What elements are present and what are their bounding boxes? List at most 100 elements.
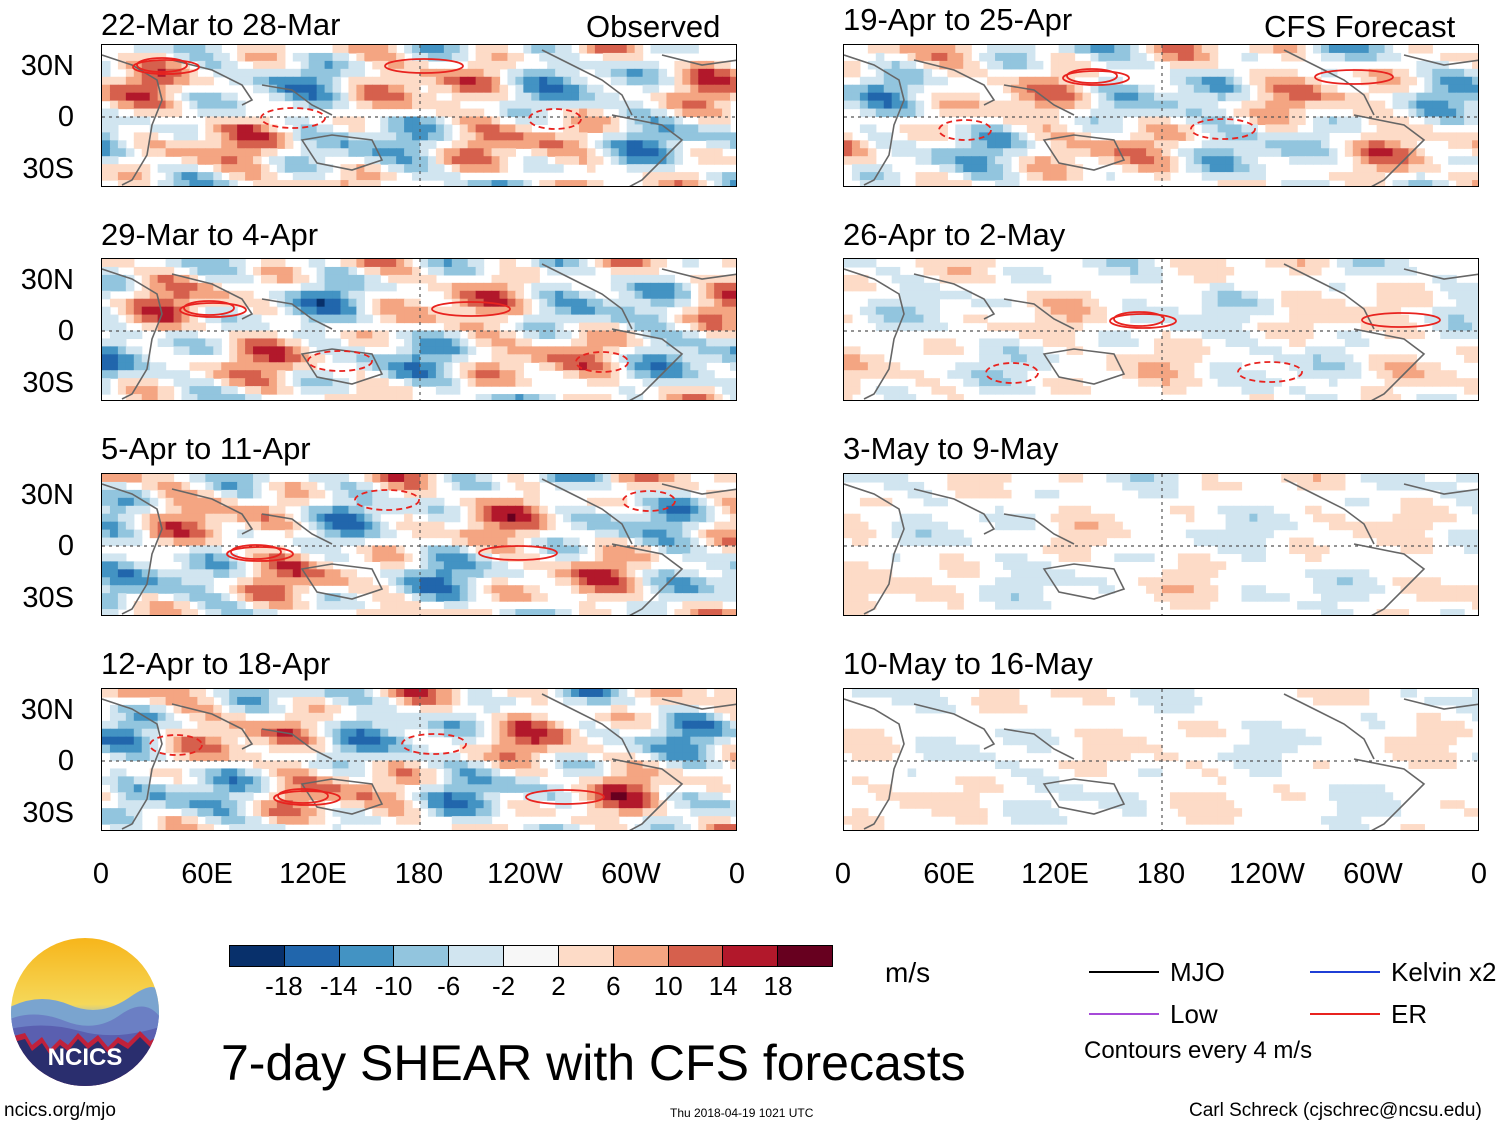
shear-cell <box>586 744 596 754</box>
shear-cell <box>475 776 485 785</box>
shear-cell <box>706 84 715 94</box>
shear-cell <box>205 712 214 722</box>
shear-cell <box>658 696 668 706</box>
shear-cell <box>634 306 644 316</box>
shear-cell <box>467 577 477 586</box>
shear-cell <box>364 180 373 186</box>
shear-cell <box>324 784 334 793</box>
shear-cell <box>1440 68 1449 78</box>
shear-cell <box>205 553 214 562</box>
shear-cell <box>324 306 334 316</box>
shear-cell <box>356 45 365 54</box>
shear-cell <box>579 338 588 347</box>
shear-cell <box>698 100 707 110</box>
shear-cell <box>149 298 159 308</box>
shear-cell <box>348 752 357 762</box>
shear-cell <box>610 266 620 276</box>
shear-cell <box>563 609 572 615</box>
shear-cell <box>109 784 119 793</box>
shear-cell <box>324 760 334 770</box>
shear-cell <box>523 132 532 141</box>
shear-cell <box>547 282 556 292</box>
shear-cell <box>594 116 604 126</box>
shear-cell <box>125 712 135 722</box>
shear-cell <box>475 521 485 531</box>
shear-cell <box>531 274 540 284</box>
shear-cell <box>380 521 389 531</box>
shear-cell <box>658 354 668 363</box>
shear-cell <box>690 752 699 762</box>
shear-cell <box>261 338 270 347</box>
shear-cell <box>499 370 509 379</box>
shear-cell <box>197 282 206 292</box>
shear-cell <box>316 816 326 825</box>
shear-cell <box>133 537 143 547</box>
shear-cell <box>205 362 214 371</box>
er-contour <box>277 788 329 804</box>
shear-cell <box>706 140 715 149</box>
shear-cell <box>915 84 925 94</box>
shear-cell <box>467 689 477 698</box>
shear-cell <box>451 776 461 785</box>
shear-cell <box>420 577 429 586</box>
map-panel-observed-2 <box>101 258 737 401</box>
shear-cell <box>1456 100 1465 110</box>
shear-cell <box>308 537 318 547</box>
shear-cell <box>109 816 119 825</box>
shear-cell <box>650 60 660 70</box>
shear-cell <box>523 164 532 173</box>
shear-cell <box>149 689 159 698</box>
shear-cell <box>658 386 668 395</box>
shear-cell <box>443 712 453 722</box>
shear-cell <box>300 704 310 714</box>
shear-cell <box>730 362 736 371</box>
shear-cell <box>404 274 413 284</box>
shear-cell <box>1042 100 1052 110</box>
shear-cell <box>1472 60 1478 70</box>
shear-cell <box>324 792 334 801</box>
shear-cell <box>420 489 429 499</box>
shear-cell <box>364 92 373 102</box>
shear-cell <box>586 696 596 706</box>
shear-cell <box>499 736 509 746</box>
shear-cell <box>634 712 644 722</box>
shear-cell <box>722 60 731 70</box>
shear-cell <box>610 282 620 292</box>
shear-cell <box>332 545 342 555</box>
shear-cell <box>340 298 350 308</box>
shear-cell <box>467 378 477 387</box>
shear-cell <box>563 346 572 355</box>
shear-cell <box>443 545 453 555</box>
shear-cell <box>666 585 675 594</box>
shear-cell <box>205 696 214 706</box>
shear-cell <box>499 124 509 133</box>
shear-cell <box>594 481 604 491</box>
shear-cell <box>284 577 294 586</box>
shear-cell <box>714 601 723 610</box>
shear-cell <box>618 537 628 547</box>
shear-cell <box>555 609 564 615</box>
shear-cell <box>618 282 628 292</box>
shear-cell <box>475 68 485 78</box>
shear-cell <box>844 100 853 110</box>
shear-cell <box>300 816 310 825</box>
shear-cell <box>165 290 175 300</box>
shear-cell <box>205 266 214 276</box>
shear-cell <box>555 561 564 570</box>
shear-cell <box>1305 100 1314 110</box>
shear-cell <box>117 354 127 363</box>
shear-cell <box>682 481 691 491</box>
shear-cell <box>189 561 198 570</box>
shear-cell <box>586 577 596 586</box>
shear-cell <box>300 330 310 340</box>
shear-cell <box>939 76 948 86</box>
shear-cell <box>181 569 191 578</box>
shear-cell <box>674 728 683 738</box>
shear-cell <box>1082 68 1092 78</box>
shear-cell <box>268 744 278 754</box>
shear-cell <box>157 108 167 118</box>
shear-cell <box>412 585 421 594</box>
shear-cell <box>332 140 342 149</box>
shear-cell <box>1034 76 1044 86</box>
shear-cell <box>149 140 159 149</box>
